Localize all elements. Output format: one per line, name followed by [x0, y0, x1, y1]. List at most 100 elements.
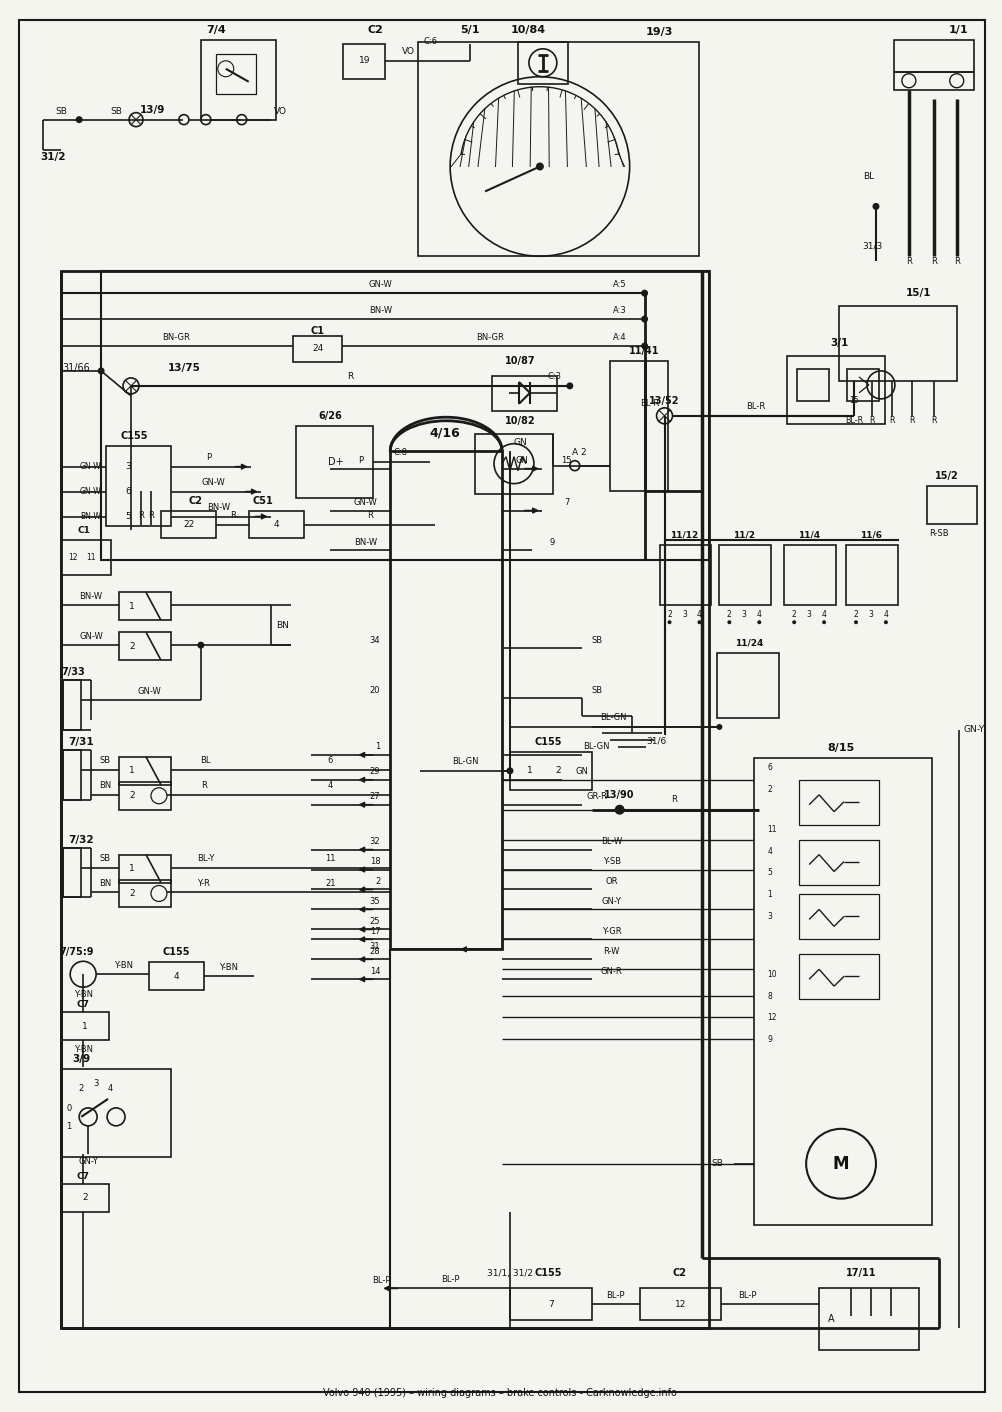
Text: R: R: [671, 795, 676, 805]
Text: GN: GN: [513, 438, 526, 448]
Circle shape: [566, 383, 573, 390]
Text: 4: 4: [767, 847, 772, 856]
Text: 11: 11: [767, 825, 776, 834]
Text: GN: GN: [515, 456, 528, 465]
Text: 7/75:9: 7/75:9: [59, 947, 93, 957]
Text: 25: 25: [370, 916, 380, 926]
Text: 17/11: 17/11: [845, 1268, 876, 1278]
Text: Y-SB: Y-SB: [602, 857, 620, 866]
Text: 4: 4: [757, 610, 761, 618]
Text: C2: C2: [367, 25, 383, 35]
Text: C51: C51: [253, 496, 273, 505]
Text: M: M: [832, 1155, 849, 1173]
Text: SB: SB: [110, 107, 122, 116]
Text: BN-W: BN-W: [369, 305, 392, 315]
Text: 31/1, 31/2: 31/1, 31/2: [487, 1269, 532, 1278]
Circle shape: [757, 620, 761, 624]
Text: 15: 15: [561, 456, 571, 465]
Text: 31/66: 31/66: [62, 363, 90, 373]
Text: 1: 1: [82, 1022, 88, 1031]
Circle shape: [667, 620, 671, 624]
Text: R: R: [930, 257, 936, 265]
Text: 11: 11: [86, 554, 96, 562]
Text: GN-W: GN-W: [79, 631, 103, 641]
Text: 35: 35: [370, 897, 380, 907]
Text: 11/6: 11/6: [859, 531, 881, 539]
Text: 9: 9: [549, 538, 554, 546]
Bar: [754, 758, 931, 1224]
Text: 12: 12: [674, 1300, 685, 1309]
Circle shape: [197, 641, 204, 648]
Text: 11/41: 11/41: [628, 346, 659, 356]
Text: R: R: [200, 781, 206, 791]
Text: 2: 2: [129, 890, 134, 898]
Text: BN-GR: BN-GR: [476, 332, 503, 342]
Text: 10/84: 10/84: [510, 25, 545, 35]
Text: 3: 3: [868, 610, 873, 618]
Text: BL: BL: [863, 172, 874, 181]
Circle shape: [640, 343, 647, 350]
Text: BL-P: BL-P: [737, 1291, 756, 1300]
Text: C:3: C:3: [547, 373, 561, 381]
Text: BL-P: BL-P: [372, 1276, 390, 1285]
Text: 11/24: 11/24: [734, 638, 763, 648]
Text: A:5: A:5: [612, 280, 626, 288]
Bar: [609, 361, 667, 490]
Text: 7/31: 7/31: [68, 737, 94, 747]
Bar: [492, 376, 556, 411]
Bar: [509, 1288, 591, 1320]
Text: BL-GN: BL-GN: [600, 713, 626, 723]
Bar: [63, 847, 81, 898]
Text: 10: 10: [767, 970, 777, 979]
Text: 4: 4: [274, 520, 280, 530]
Text: R: R: [905, 257, 911, 265]
Text: GN-Y: GN-Y: [962, 726, 983, 734]
Circle shape: [853, 620, 857, 624]
Bar: [839, 306, 956, 381]
Text: BN-W: BN-W: [80, 513, 101, 521]
Bar: [893, 40, 973, 72]
Text: 5: 5: [767, 868, 772, 877]
Circle shape: [640, 316, 647, 322]
Text: 11: 11: [325, 854, 336, 863]
Bar: [893, 72, 973, 90]
Bar: [61, 271, 708, 1329]
Text: 1: 1: [767, 890, 772, 899]
Bar: [119, 592, 170, 620]
Text: 6: 6: [328, 757, 333, 765]
Text: C7: C7: [76, 1000, 89, 1008]
Text: BN: BN: [99, 880, 111, 888]
Text: 7: 7: [563, 498, 569, 507]
Circle shape: [535, 162, 543, 171]
Text: R: R: [367, 511, 373, 520]
Text: 15: 15: [849, 397, 858, 405]
Circle shape: [614, 805, 624, 815]
Text: 7/33: 7/33: [61, 666, 85, 678]
Text: 1: 1: [129, 864, 134, 873]
Bar: [61, 1183, 109, 1211]
Text: R: R: [953, 257, 959, 265]
Bar: [119, 854, 170, 882]
Text: 6/26: 6/26: [319, 411, 342, 421]
Text: 15/1: 15/1: [905, 288, 931, 298]
Text: BL: BL: [200, 757, 210, 765]
Text: 10/82: 10/82: [504, 415, 535, 426]
Text: BL-GN: BL-GN: [583, 743, 609, 751]
Bar: [106, 446, 170, 525]
Text: 2: 2: [78, 1084, 84, 1093]
Text: 22: 22: [183, 520, 194, 530]
Bar: [819, 1288, 918, 1350]
Text: A 2: A 2: [572, 448, 586, 457]
Text: 14: 14: [370, 967, 380, 976]
Text: 20: 20: [370, 686, 380, 695]
Text: 8: 8: [767, 991, 772, 1001]
Text: 24: 24: [312, 345, 323, 353]
Bar: [61, 541, 111, 575]
Text: C155: C155: [162, 947, 189, 957]
Text: SB: SB: [590, 686, 601, 695]
Bar: [799, 840, 878, 884]
Text: Volvo 940 (1995) – wiring diagrams – brake controls - Carknowledge.info: Volvo 940 (1995) – wiring diagrams – bra…: [323, 1388, 676, 1398]
Text: GR-R: GR-R: [586, 792, 606, 801]
Circle shape: [883, 620, 887, 624]
Text: GN-R: GN-R: [600, 967, 622, 976]
